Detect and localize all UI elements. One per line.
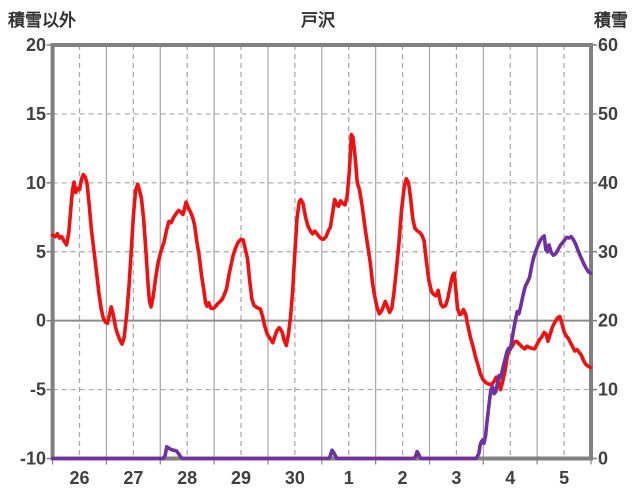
right-axis-tick-label: 50 xyxy=(598,104,618,124)
x-axis-tick-label: 29 xyxy=(231,468,251,488)
x-axis-tick-label: 30 xyxy=(285,468,305,488)
right-axis-tick-label: 0 xyxy=(598,449,608,469)
x-axis-tick-label: 26 xyxy=(70,468,90,488)
left-axis-tick-label: -10 xyxy=(20,449,46,469)
series-line-purple xyxy=(50,234,593,461)
left-axis-tick-label: 15 xyxy=(26,104,46,124)
x-axis-tick-label: 2 xyxy=(398,468,408,488)
left-axis-tick-label: 20 xyxy=(26,35,46,55)
x-axis-tick-label: 4 xyxy=(505,468,515,488)
x-axis-tick-label: 5 xyxy=(559,468,569,488)
left-axis-tick-label: 10 xyxy=(26,173,46,193)
right-axis-tick-label: 10 xyxy=(598,380,618,400)
left-axis-title: 積雪以外 xyxy=(8,11,76,30)
right-axis-title: 積雪 xyxy=(594,11,628,30)
left-axis-tick-label: 0 xyxy=(36,311,46,331)
right-axis-tick-label: 30 xyxy=(598,242,618,262)
x-axis-tick-label: 28 xyxy=(177,468,197,488)
x-axis-tick-label: 3 xyxy=(451,468,461,488)
left-axis-tick-label: 5 xyxy=(36,242,46,262)
x-axis-tick-label: 27 xyxy=(123,468,143,488)
right-axis-tick-label: 20 xyxy=(598,311,618,331)
right-axis-tick-label: 60 xyxy=(598,35,618,55)
left-axis-tick-label: -5 xyxy=(30,380,46,400)
x-axis-tick-label: 1 xyxy=(344,468,354,488)
chart-title: 戸沢 xyxy=(301,11,335,30)
right-axis-tick-label: 40 xyxy=(598,173,618,193)
